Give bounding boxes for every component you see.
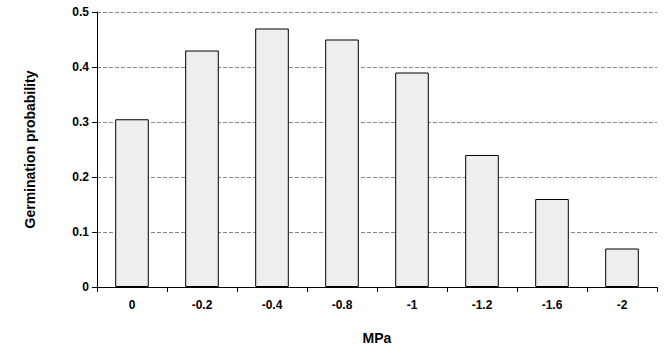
svg-text:-1.6: -1.6 bbox=[542, 298, 563, 312]
svg-text:0.2: 0.2 bbox=[72, 170, 89, 184]
svg-text:0: 0 bbox=[82, 280, 89, 294]
svg-text:-1.2: -1.2 bbox=[472, 298, 493, 312]
svg-text:0.4: 0.4 bbox=[72, 60, 89, 74]
svg-text:-0.2: -0.2 bbox=[192, 298, 213, 312]
svg-text:0.1: 0.1 bbox=[72, 225, 89, 239]
svg-text:0.5: 0.5 bbox=[72, 5, 89, 19]
svg-text:-1: -1 bbox=[407, 298, 418, 312]
svg-text:0.3: 0.3 bbox=[72, 115, 89, 129]
svg-text:Germination probability: Germination probability bbox=[22, 70, 38, 228]
svg-text:-2: -2 bbox=[617, 298, 628, 312]
svg-text:-0.4: -0.4 bbox=[262, 298, 283, 312]
svg-text:-0.8: -0.8 bbox=[332, 298, 353, 312]
svg-text:0: 0 bbox=[129, 298, 136, 312]
svg-text:MPa: MPa bbox=[363, 330, 392, 346]
